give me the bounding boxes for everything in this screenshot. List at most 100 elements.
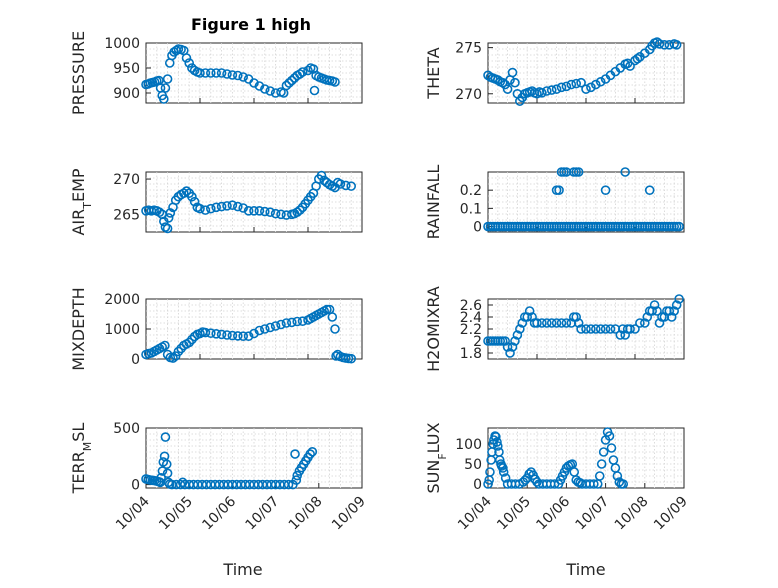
data-point	[573, 318, 584, 328]
data-point	[649, 300, 660, 310]
data-point	[507, 342, 518, 352]
x-tick-label: 10/06	[533, 493, 573, 533]
x-axis-label: Time	[565, 560, 605, 579]
data-point	[238, 72, 248, 82]
data-point	[270, 208, 281, 219]
data-point	[510, 336, 520, 346]
y-tick-label: 0	[473, 477, 482, 493]
data-point	[162, 468, 173, 479]
data-point	[295, 69, 305, 79]
data-point	[551, 84, 562, 94]
y-tick-label: 1000	[104, 36, 140, 52]
y-axis-label: TERRMSL	[69, 423, 94, 495]
data-point	[216, 329, 227, 340]
data-point	[168, 353, 178, 363]
data-point	[666, 312, 677, 322]
data-point	[335, 179, 346, 189]
data-point	[200, 68, 211, 78]
data-point	[485, 467, 495, 477]
x-tick-label: 10/06	[199, 493, 239, 533]
data-point	[532, 88, 542, 99]
data-point	[222, 201, 232, 211]
data-point	[573, 167, 584, 177]
data-point	[620, 330, 631, 340]
data-point	[546, 85, 557, 95]
data-point	[227, 330, 238, 341]
data-point	[160, 432, 171, 442]
data-point	[173, 346, 184, 357]
data-point	[589, 479, 599, 489]
data-point	[586, 82, 596, 93]
data-point	[498, 463, 508, 473]
data-point	[187, 191, 197, 202]
data-point	[290, 449, 300, 459]
data-point	[162, 74, 173, 84]
y-tick-label: 2.2	[460, 322, 482, 338]
data-point	[594, 471, 605, 481]
data-point	[671, 40, 682, 50]
data-point	[227, 70, 238, 80]
x-tick-label: 10/09	[651, 494, 691, 534]
data-point	[492, 75, 503, 85]
data-point	[620, 167, 631, 177]
data-point	[281, 318, 292, 328]
data-point	[581, 84, 591, 94]
data-point	[211, 328, 221, 339]
data-point	[159, 94, 169, 104]
data-point	[206, 68, 216, 78]
data-point	[632, 53, 643, 64]
data-point	[517, 318, 528, 328]
data-point	[586, 324, 596, 334]
subplot-3: 265 270 AIRTEMP	[69, 168, 363, 236]
data-point	[161, 459, 172, 470]
y-tick-label: 0	[131, 478, 140, 494]
y-tick-label: 2000	[104, 292, 140, 308]
data-point	[664, 306, 675, 316]
data-point	[265, 322, 276, 333]
data-point	[674, 294, 684, 304]
data-point	[163, 213, 174, 223]
data-point	[625, 324, 635, 334]
data-point	[527, 312, 537, 322]
data-point	[595, 76, 606, 87]
data-point	[233, 70, 243, 81]
data-point	[291, 475, 302, 485]
y-axis-label: SUNFLUX	[424, 422, 449, 493]
subplot-6: 1.822.22.42.6 H2OMIXRA	[424, 286, 685, 372]
x-tick-label: 10/05	[156, 494, 196, 534]
data-point	[612, 471, 623, 481]
data-point	[642, 312, 653, 322]
data-point	[292, 316, 303, 327]
data-point	[160, 340, 170, 351]
data-point	[639, 318, 650, 328]
data-point	[297, 316, 308, 327]
data-point	[286, 317, 297, 328]
data-point	[284, 78, 294, 88]
data-point	[635, 318, 645, 328]
data-point	[305, 449, 315, 459]
subplot-1: 900 950 1000 PRESSURE	[69, 31, 363, 115]
data-point	[605, 324, 616, 334]
data-point	[502, 84, 513, 94]
y-tick-label: 0.1	[460, 201, 482, 217]
data-point	[606, 443, 617, 453]
data-point	[532, 477, 542, 487]
data-point	[600, 324, 611, 334]
data-point	[505, 348, 515, 358]
data-point	[276, 319, 286, 330]
data-point	[307, 446, 318, 457]
data-point	[652, 306, 662, 316]
data-point	[524, 469, 534, 479]
data-point	[270, 321, 281, 331]
data-point	[507, 67, 518, 78]
data-point	[254, 206, 265, 216]
data-point	[195, 68, 205, 78]
x-tick-label: 10/05	[494, 494, 534, 534]
data-point	[276, 209, 286, 220]
data-point	[157, 466, 168, 476]
figure-title: Figure 1 high	[191, 15, 311, 34]
data-point	[309, 85, 320, 96]
data-point	[576, 324, 586, 334]
